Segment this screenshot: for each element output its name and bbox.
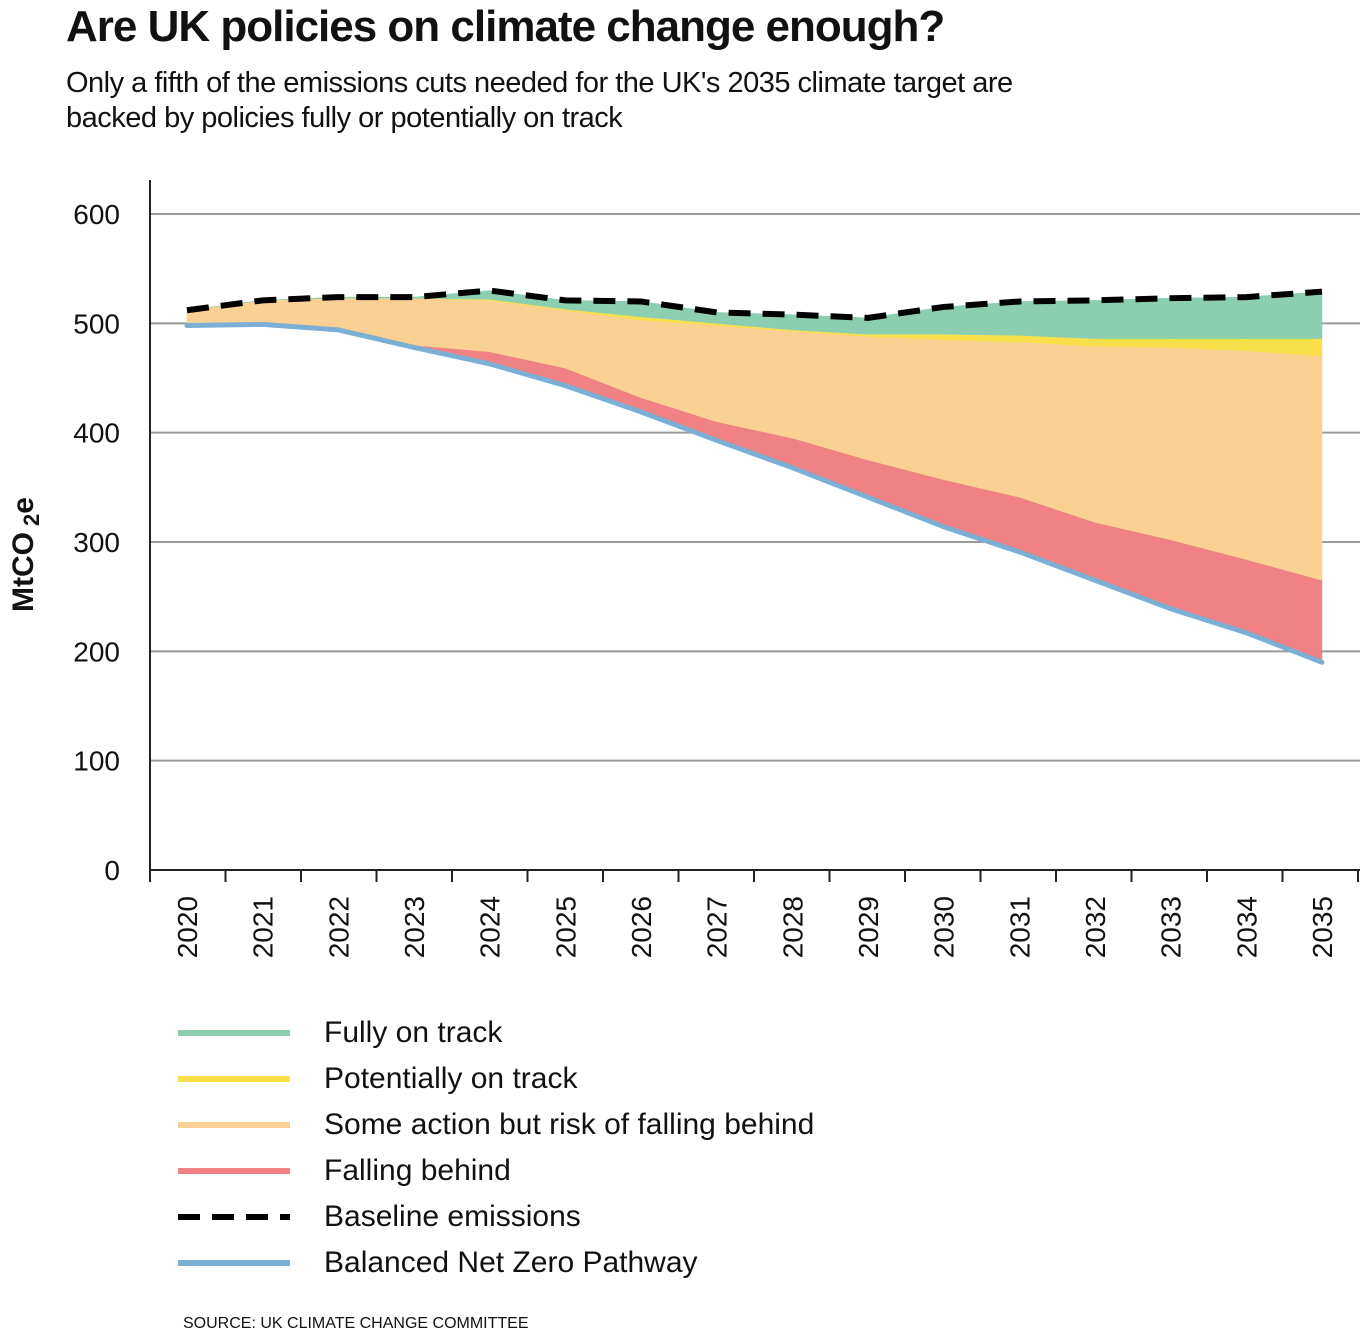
legend-swatch [178, 1122, 290, 1128]
y-tick-label: 200 [73, 636, 120, 667]
legend: Fully on track Potentially on track Some a… [178, 1010, 814, 1286]
y-tick-label: 0 [104, 855, 120, 886]
legend-label: Balanced Net Zero Pathway [324, 1246, 698, 1279]
legend-swatch [178, 1260, 290, 1266]
y-tick-label: 600 [73, 199, 120, 230]
legend-swatch [178, 1030, 290, 1036]
legend-item: Fully on track [178, 1010, 814, 1056]
legend-item: Baseline emissions [178, 1194, 814, 1240]
y-tick-label: 400 [73, 418, 120, 449]
legend-label: Fully on track [324, 1016, 503, 1049]
x-tick-label: 2022 [323, 896, 354, 958]
x-tick-label: 2032 [1080, 896, 1111, 958]
x-tick-label: 2029 [853, 896, 884, 958]
legend-item: Balanced Net Zero Pathway [178, 1240, 814, 1286]
legend-label: Some action but risk of falling behind [324, 1108, 815, 1141]
area-bands [186, 290, 1323, 663]
x-tick-label: 2024 [475, 896, 506, 958]
x-tick-label: 2034 [1231, 896, 1262, 958]
legend-item: Potentially on track [178, 1056, 814, 1102]
x-tick-label: 2033 [1156, 896, 1187, 958]
series-lines [184, 287, 1325, 665]
x-tick-label: 2028 [777, 896, 808, 958]
y-tick-label: 100 [73, 746, 120, 777]
x-tick-label: 2031 [1004, 896, 1035, 958]
x-tick-label: 2026 [626, 896, 657, 958]
x-tick-label: 2035 [1307, 896, 1338, 958]
chart-subtitle: Only a fifth of the emissions cuts neede… [66, 67, 1013, 134]
legend-label: Baseline emissions [324, 1200, 581, 1233]
area-chart: 0 100 200 300 400 500 600 2020 2021 2022 2023 2024 2… [7, 180, 1360, 958]
legend-swatch [178, 1214, 290, 1220]
x-tick-label: 2030 [929, 896, 960, 958]
y-tick-label: 300 [73, 527, 120, 558]
chart-title: Are UK policies on climate change enough… [66, 2, 945, 51]
line-balanced-net-zero-pathway [184, 321, 1325, 665]
legend-swatch [178, 1168, 290, 1174]
x-tick-label: 2027 [702, 896, 733, 958]
x-tick-label: 2023 [399, 896, 430, 958]
y-axis-label: MtCO2e [7, 497, 44, 612]
legend-label: Falling behind [324, 1154, 511, 1187]
legend-swatch [178, 1076, 290, 1082]
x-tick-label: 2025 [550, 896, 581, 958]
source-note: SOURCE: UK CLIMATE CHANGE COMMITTEE [183, 1315, 529, 1332]
axes: 0 100 200 300 400 500 600 2020 2021 2022 2023 2024 2… [73, 180, 1360, 958]
legend-item: Some action but risk of falling behind [178, 1102, 814, 1148]
legend-label: Potentially on track [324, 1062, 578, 1095]
line-baseline-emissions [186, 287, 1323, 321]
x-tick-label: 2021 [248, 896, 279, 958]
x-tick-label: 2020 [172, 896, 203, 958]
legend-item: Falling behind [178, 1148, 814, 1194]
y-tick-label: 500 [73, 308, 120, 339]
